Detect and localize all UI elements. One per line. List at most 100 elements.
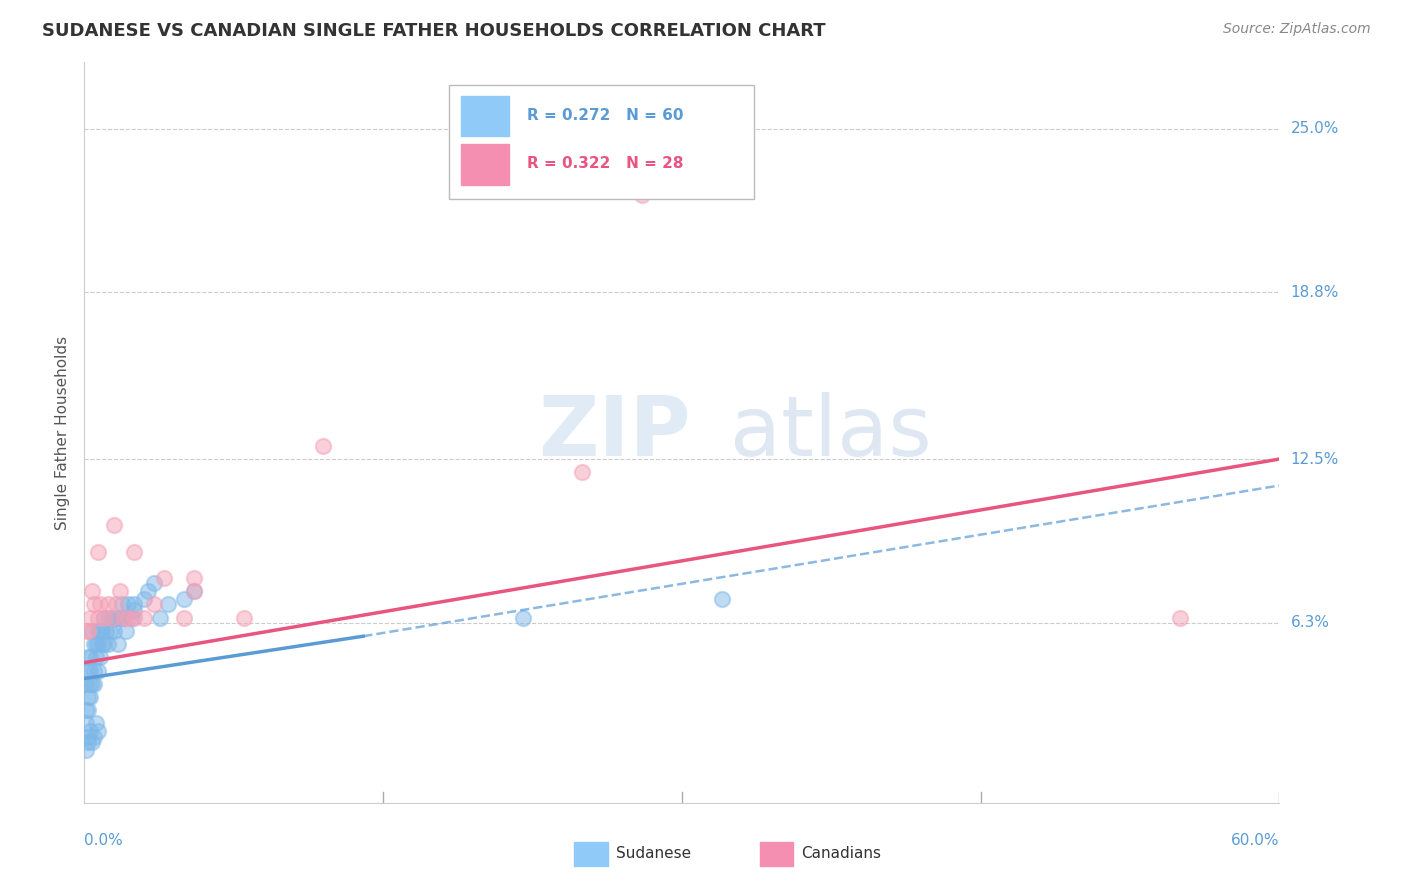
Point [89,598,111,612]
FancyBboxPatch shape [759,842,793,866]
Point [91,624,114,638]
Point [143,598,166,612]
Point [86,716,108,731]
Point [93,611,115,625]
Point [82,735,104,749]
Text: Canadians: Canadians [801,847,882,862]
Point [79,690,101,704]
Point [79,724,101,739]
Point [96,624,118,638]
Point [77,730,100,744]
FancyBboxPatch shape [575,842,607,866]
Point [87,544,110,558]
Point [77,664,100,678]
Point [121,611,143,625]
Point [87,664,110,678]
Point [105,598,128,612]
Point [132,592,156,607]
Point [112,611,135,625]
Point [79,650,101,665]
FancyBboxPatch shape [461,95,509,136]
Point [143,576,166,591]
Text: 25.0%: 25.0% [1291,121,1339,136]
Point [183,584,205,599]
Point [82,677,104,691]
Point [157,598,180,612]
Text: 6.3%: 6.3% [1291,615,1330,631]
Point [75,743,97,757]
Point [183,584,205,599]
Text: atlas: atlas [730,392,931,473]
Point [79,664,101,678]
Point [77,690,100,704]
Point [149,611,172,625]
Point [101,611,124,625]
Point [83,677,105,691]
Point [75,716,97,731]
Point [77,703,100,717]
Point [110,584,132,599]
Point [103,518,125,533]
FancyBboxPatch shape [461,144,509,185]
Point [83,664,105,678]
Point [79,677,101,691]
Point [115,624,138,638]
Point [122,611,145,625]
Point [122,603,145,617]
Point [112,611,135,625]
FancyBboxPatch shape [449,85,754,200]
Point [83,598,105,612]
Point [97,637,120,651]
Point [183,571,205,585]
Point [312,439,335,453]
Point [512,611,534,625]
Point [132,611,156,625]
Point [87,624,110,638]
Point [77,735,100,749]
Point [93,637,115,651]
Point [87,611,110,625]
Point [75,677,97,691]
Point [122,544,145,558]
Point [173,611,195,625]
Point [103,624,125,638]
Text: R = 0.322   N = 28: R = 0.322 N = 28 [527,156,683,171]
Point [86,637,108,651]
Point [97,611,120,625]
Point [105,611,128,625]
Point [87,724,110,739]
Point [83,730,105,744]
Text: R = 0.272   N = 60: R = 0.272 N = 60 [527,108,683,123]
Point [710,592,733,607]
Text: Sudanese: Sudanese [616,847,692,862]
Point [111,598,134,612]
Text: 12.5%: 12.5% [1291,451,1339,467]
Point [117,598,139,612]
Point [232,611,254,625]
Text: ZIP: ZIP [538,392,690,473]
Point [107,637,129,651]
Point [91,637,114,651]
Point [98,624,121,638]
Point [136,584,159,599]
Point [153,571,176,585]
Point [82,584,104,599]
Point [101,611,124,625]
Text: SUDANESE VS CANADIAN SINGLE FATHER HOUSEHOLDS CORRELATION CHART: SUDANESE VS CANADIAN SINGLE FATHER HOUSE… [42,22,825,40]
Point [631,187,654,202]
Point [173,592,195,607]
Y-axis label: Single Father Households: Single Father Households [55,335,70,530]
Point [571,465,593,479]
Point [1168,611,1191,625]
Point [93,611,115,625]
Point [117,611,139,625]
Text: 60.0%: 60.0% [1232,833,1279,848]
Point [79,611,101,625]
Text: 18.8%: 18.8% [1291,285,1339,300]
Text: Source: ZipAtlas.com: Source: ZipAtlas.com [1223,22,1371,37]
Point [97,598,120,612]
Point [89,624,111,638]
Point [77,650,100,665]
Point [86,650,108,665]
Point [82,624,104,638]
